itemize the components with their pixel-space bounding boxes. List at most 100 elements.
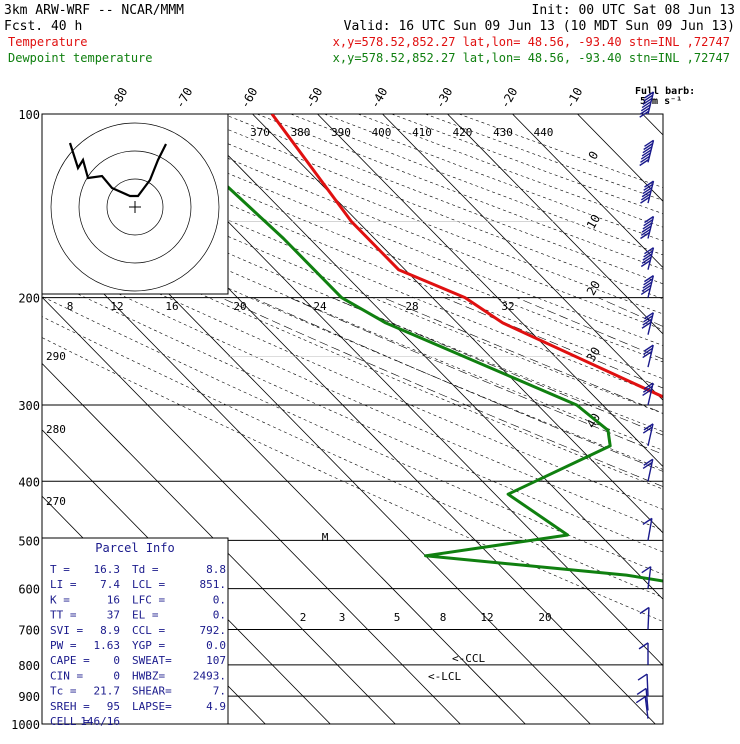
isotherm-label: -60	[238, 85, 261, 111]
parcel-info-key: LAPSE=	[132, 700, 172, 713]
pressure-tick-label: 600	[18, 583, 40, 597]
parcel-info-value: 2493.	[193, 669, 226, 682]
theta-label: 440	[534, 126, 554, 139]
barb-flag	[637, 688, 646, 694]
mixing-ratio-label: 12	[480, 611, 493, 624]
barb-flag	[636, 697, 645, 703]
isotherm-label: -30	[433, 85, 456, 111]
moist-adiabat	[290, 298, 740, 724]
valid-time: Valid: 16 UTC Sun 09 Jun 13 (10 MDT Sun …	[344, 19, 735, 34]
wind-barb	[643, 424, 653, 446]
pressure-tick-label: 1000	[11, 718, 40, 732]
barb-staff	[648, 608, 649, 630]
parcel-info-key: HWBZ=	[132, 669, 165, 682]
barb-flag	[638, 674, 647, 680]
parcel-info-key: LCL =	[132, 578, 165, 591]
mixing-ratio-label: 5	[394, 611, 401, 624]
pressure-tick-label: 400	[18, 475, 40, 489]
parcel-info-key: EL =	[132, 609, 159, 622]
parcel-info-value: 37	[107, 609, 120, 622]
moist-adiabat	[598, 298, 740, 724]
theta-label: 390	[331, 126, 351, 139]
isotherm-label: -80	[108, 85, 131, 111]
parcel-info-key: SVI =	[50, 624, 83, 637]
isotherm-label: -70	[173, 85, 196, 111]
isotherm-label: 10	[584, 212, 603, 232]
parcel-info-key: SWEAT=	[132, 654, 172, 667]
pressure-tick-label: 500	[18, 534, 40, 548]
pressure-tick-label: 200	[18, 292, 40, 306]
wind-barb	[643, 345, 654, 367]
mixing-ratio-label: 2	[300, 611, 307, 624]
isotherm-label: -40	[368, 85, 391, 111]
wind-barb	[643, 383, 653, 405]
dry-adiabat	[190, 114, 740, 724]
parcel-info-value: 16.3	[94, 563, 121, 576]
mixing-ratio-label: 20	[538, 611, 551, 624]
parcel-info-key: LFC =	[132, 593, 165, 606]
parcel-info-value: 146/16	[80, 715, 120, 728]
isotherm	[188, 114, 740, 724]
barb-flag	[639, 643, 648, 649]
parcel-info-key: Td =	[132, 563, 159, 576]
wind-barb	[640, 608, 649, 630]
pressure-tick-label: 800	[18, 659, 40, 673]
parcel-info-value: 7.	[213, 685, 226, 698]
init-time: Init: 00 UTC Sat 08 Jun 13	[532, 3, 736, 18]
hodograph-speed-label: 20	[233, 300, 246, 313]
theta-e-label: 270	[46, 495, 66, 508]
dry-adiabat	[291, 114, 740, 724]
isotherm	[253, 114, 740, 724]
parcel-info-key: CIN =	[50, 669, 83, 682]
parcel-info-key: SREH =	[50, 700, 90, 713]
parcel-info-value: 8.9	[100, 624, 120, 637]
dewpoint-station-info: x,y=578.52,852.27 lat,lon= 48.56, -93.40…	[333, 51, 730, 65]
parcel-info-value: 0	[113, 669, 120, 682]
barb-flag	[640, 608, 649, 614]
theta-e-label: 290	[46, 350, 66, 363]
parcel-info-key: LI =	[50, 578, 77, 591]
hodograph-speed-label: 32	[501, 300, 514, 313]
dewpoint-legend: Dewpoint temperature	[8, 51, 153, 65]
parcel-info-value: 95	[107, 700, 120, 713]
theta-label: 430	[493, 126, 513, 139]
lcl-marker: <-LCL	[428, 670, 461, 683]
parcel-info-value: 7.4	[100, 578, 120, 591]
theta-label: 420	[453, 126, 473, 139]
parcel-info-key: K =	[50, 593, 70, 606]
wind-barb	[642, 313, 653, 335]
parcel-info-value: 16	[107, 593, 120, 606]
parcel-info-key: SHEAR=	[132, 685, 172, 698]
parcel-info-key: T =	[50, 563, 70, 576]
temperature-station-info: x,y=578.52,852.27 lat,lon= 48.56, -93.40…	[333, 35, 730, 49]
wind-barb	[639, 643, 648, 665]
parcel-info-value: 107	[206, 654, 226, 667]
theta-e-label: 280	[46, 423, 66, 436]
temperature-legend: Temperature	[8, 35, 87, 49]
theta-label: 410	[412, 126, 432, 139]
pressure-tick-label: 300	[18, 399, 40, 413]
hodograph-speed-label: 8	[67, 300, 74, 313]
parcel-info-value: 21.7	[94, 685, 121, 698]
parcel-info-value: 0.	[213, 609, 226, 622]
mixing-ratio-label: 3	[339, 611, 346, 624]
pressure-tick-label: 900	[18, 690, 40, 704]
parcel-info-value: 0.0	[206, 639, 226, 652]
parcel-info-key: Tc =	[50, 685, 77, 698]
isotherm	[708, 114, 740, 724]
wind-barb	[636, 697, 648, 719]
parcel-info-value: 1.63	[94, 639, 121, 652]
mixing-ratio-label: 8	[440, 611, 447, 624]
parcel-info-key: CAPE =	[50, 654, 90, 667]
parcel-info-value: 8.8	[206, 563, 226, 576]
moist-adiabat	[253, 298, 740, 724]
parcel-info-key: CCL =	[132, 624, 165, 637]
parcel-info-key: TT =	[50, 609, 77, 622]
dry-adiabat	[257, 114, 740, 724]
wind-barb	[641, 276, 653, 298]
parcel-info-value: 4.9	[206, 700, 226, 713]
model-title: 3km ARW-WRF -- NCAR/MMM	[4, 3, 184, 18]
